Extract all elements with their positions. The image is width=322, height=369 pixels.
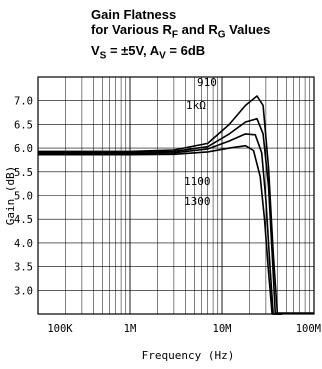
x-tick-label-0: 100K xyxy=(47,323,73,335)
grid xyxy=(38,77,314,314)
series-label-2: 1100 xyxy=(184,175,211,188)
x-tick-label-2: 10M xyxy=(213,323,232,335)
series-line-1300 xyxy=(38,144,283,315)
y-tick-label-3: 5.5 xyxy=(14,167,33,179)
series-label-3: 1300 xyxy=(184,195,211,208)
y-tick-label-5: 4.5 xyxy=(14,214,33,226)
chart-title: Gain Flatness for Various RF and RG Valu… xyxy=(91,7,270,63)
series-label-0: 910 xyxy=(197,76,217,89)
series-label-1: 1kΩ xyxy=(186,99,206,112)
x-tick-label-3: 100M xyxy=(296,323,321,335)
y-tick-label-0: 7.0 xyxy=(14,96,33,108)
y-tick-label-1: 6.5 xyxy=(14,119,33,131)
series-lines xyxy=(38,95,314,315)
x-tick-labels: 100K 1M 10M 100M xyxy=(47,323,321,335)
title-line-1: Gain Flatness xyxy=(91,7,177,22)
y-tick-labels: 7.0 6.5 6.0 5.5 5.0 4.5 4.0 3.5 3.0 xyxy=(14,96,33,298)
y-tick-label-6: 4.0 xyxy=(14,238,33,250)
plot-frame xyxy=(37,76,315,315)
series-labels: 910 1kΩ 1100 1300 xyxy=(184,76,217,208)
title-line-2: for Various RF and RG Values xyxy=(91,22,271,41)
y-tick-label-4: 5.0 xyxy=(14,191,33,203)
x-tick-label-1: 1M xyxy=(124,323,137,335)
series-line-910 xyxy=(38,95,283,315)
x-axis-label: Frequency (Hz) xyxy=(142,349,235,362)
y-tick-label-7: 3.5 xyxy=(14,262,33,274)
y-tick-label-2: 6.0 xyxy=(14,143,33,155)
y-tick-label-8: 3.0 xyxy=(14,285,33,297)
title-line-3: VS = ±5V, AV = 6dB xyxy=(91,42,206,62)
series-line-1100 xyxy=(38,133,283,315)
y-axis-label: Gain (dB) xyxy=(4,166,17,226)
series-line-1kΩ xyxy=(38,117,283,315)
